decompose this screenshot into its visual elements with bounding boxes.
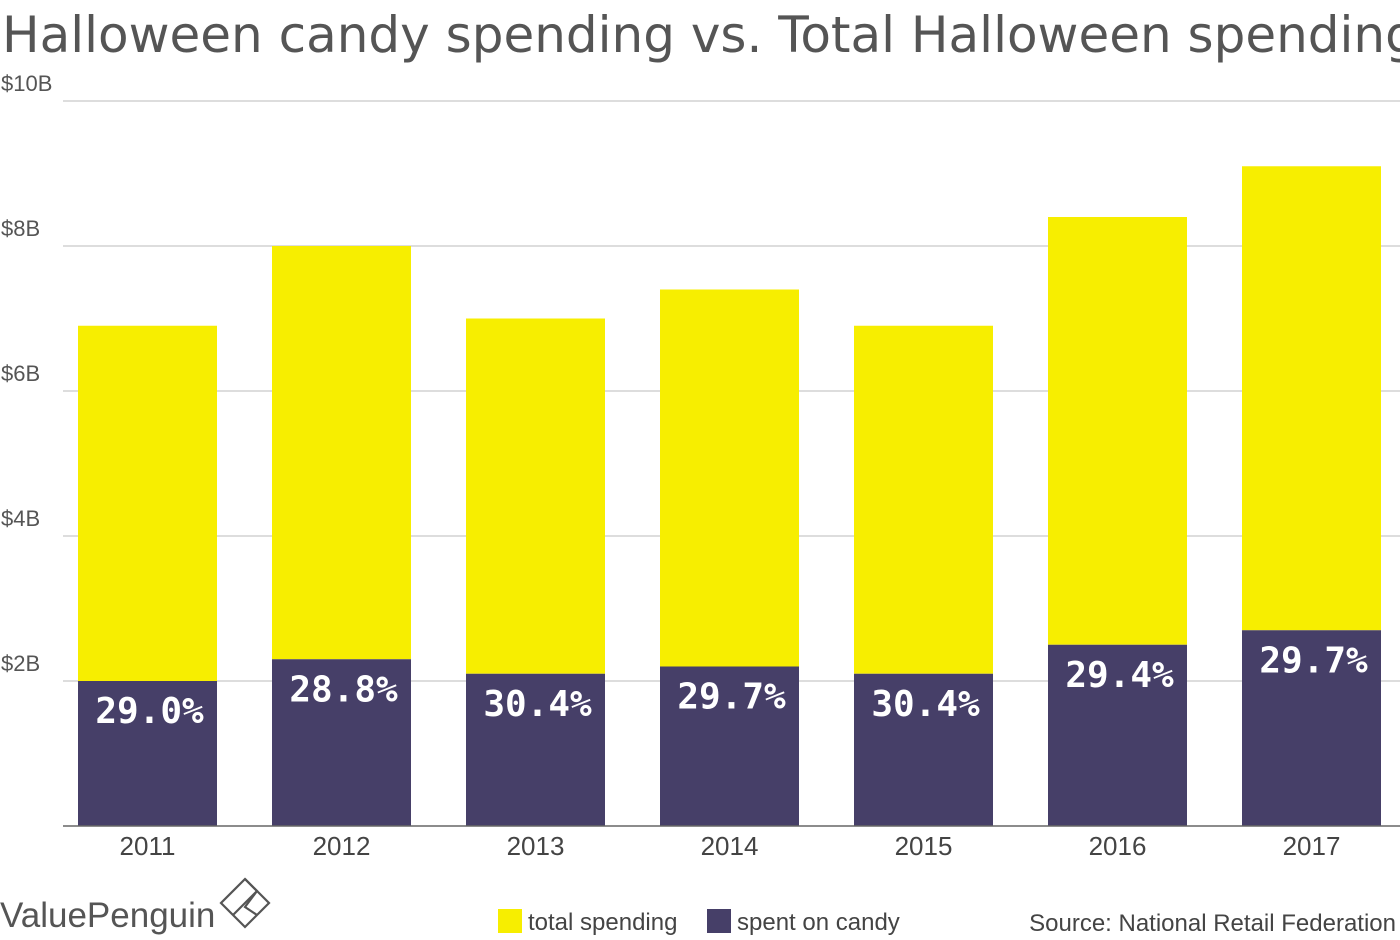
candy-share-label: 30.4% — [871, 684, 980, 725]
bar-total-spending — [854, 325, 993, 674]
x-tick-label: 2011 — [120, 831, 176, 861]
brand-logo: ValuePenguin — [0, 877, 271, 935]
x-tick-label: 2015 — [895, 831, 953, 861]
candy-share-label: 29.4% — [1065, 655, 1174, 696]
bar-spent-on-candy — [466, 673, 605, 826]
bar-total-spending — [272, 246, 411, 660]
bar-spent-on-candy — [1048, 644, 1187, 826]
candy-share-label: 29.7% — [1259, 640, 1368, 681]
y-axis-ticks: $2B $4B $6B $8B $10B — [1, 71, 52, 676]
legend-label: total spending — [528, 909, 677, 936]
candy-share-label: 29.0% — [95, 691, 204, 732]
candy-share-label: 29.7% — [677, 677, 786, 718]
x-tick-label: 2016 — [1089, 831, 1147, 861]
bar-spent-on-candy — [78, 681, 217, 826]
source-note: Source: National Retail Federation — [1029, 910, 1396, 937]
bar-total-spending — [466, 318, 605, 674]
x-tick-label: 2017 — [1283, 831, 1341, 861]
bar-total-spending — [78, 325, 217, 681]
x-tick-label: 2013 — [507, 831, 565, 861]
legend-label: spent on candy — [737, 909, 900, 936]
y-tick-label: $10B — [1, 71, 52, 96]
penguin-logo-icon — [219, 877, 271, 929]
y-tick-label: $2B — [1, 651, 40, 676]
chart-title: Halloween candy spending vs. Total Hallo… — [2, 6, 1400, 64]
bar-spent-on-candy — [1242, 630, 1381, 826]
bar-spent-on-candy — [854, 673, 993, 826]
y-tick-label: $6B — [1, 361, 40, 386]
bar-total-spending — [1048, 217, 1187, 645]
bar-spent-on-candy — [272, 659, 411, 826]
y-tick-label: $4B — [1, 506, 40, 531]
candy-share-label: 28.8% — [289, 669, 398, 710]
x-tick-label: 2012 — [313, 831, 371, 861]
data-labels: 29.0% 28.8% 30.4% 29.7% 30.4% 29.4% 29.7% — [95, 640, 1368, 732]
bar-total-spending — [1242, 166, 1381, 631]
legend-swatch — [498, 909, 522, 933]
legend: total spending spent on candy — [498, 909, 900, 936]
candy-share-label: 30.4% — [483, 684, 592, 725]
x-axis-ticks: 2011 2012 2013 2014 2015 2016 2017 — [120, 831, 1341, 861]
bar-spent-on-candy — [660, 666, 799, 826]
y-tick-label: $8B — [1, 216, 40, 241]
bar-total-spending — [660, 289, 799, 667]
brand-name: ValuePenguin — [0, 896, 215, 935]
legend-swatch — [707, 909, 731, 933]
bars — [78, 166, 1381, 826]
x-tick-label: 2014 — [701, 831, 759, 861]
